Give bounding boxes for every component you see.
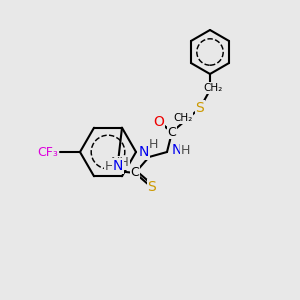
Text: H: H bbox=[180, 143, 190, 157]
Text: O: O bbox=[154, 115, 164, 129]
Text: CH₂: CH₂ bbox=[203, 83, 223, 93]
Text: N: N bbox=[113, 159, 123, 173]
Text: N: N bbox=[172, 143, 182, 157]
Text: S: S bbox=[148, 180, 156, 194]
Text: H: H bbox=[148, 139, 158, 152]
Text: CH₂: CH₂ bbox=[173, 113, 193, 123]
Text: CF₃: CF₃ bbox=[38, 146, 58, 158]
Text: S: S bbox=[196, 101, 204, 115]
Text: NH: NH bbox=[111, 157, 129, 169]
Text: H: H bbox=[104, 160, 114, 172]
Text: C: C bbox=[130, 167, 140, 179]
Text: N: N bbox=[139, 145, 149, 159]
Text: C: C bbox=[168, 125, 176, 139]
